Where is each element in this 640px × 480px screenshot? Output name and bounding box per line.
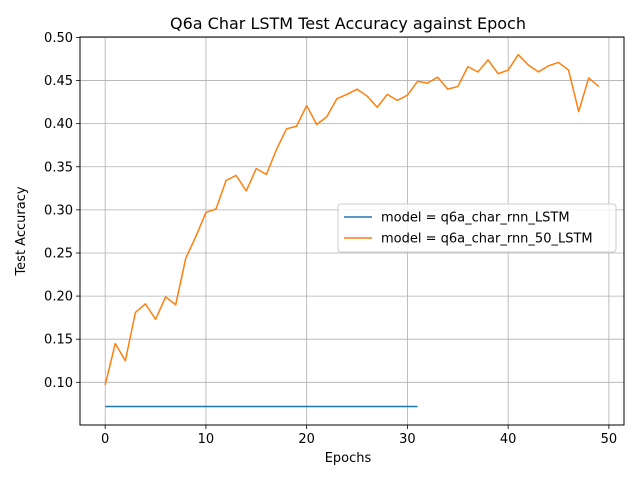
series-line-2 <box>104 53 600 386</box>
x-axis-label: Epochs <box>325 451 372 466</box>
legend-box <box>337 203 617 253</box>
y-tick-label: 0.15 <box>44 333 73 348</box>
y-tick-label: 0.30 <box>44 203 73 218</box>
y-tick-label: 0.20 <box>44 290 73 305</box>
y-axis-label: Test Accuracy <box>14 186 29 276</box>
y-tick-label: 0.10 <box>44 376 73 391</box>
y-tick-label: 0.40 <box>44 117 73 132</box>
plot-frame <box>79 36 625 426</box>
legend-entry-2: model = q6a_char_rnn_50_LSTM <box>381 232 593 247</box>
x-tick-label: 10 <box>198 432 215 447</box>
x-tick-label: 50 <box>601 432 618 447</box>
axis-ticks: 0 10 20 30 40 50 0.10 0.15 0.20 0.25 0.30 0.35 0.40 0… <box>44 31 617 447</box>
y-tick-label: 0.25 <box>44 246 73 261</box>
y-tick-label: 0.35 <box>44 160 73 175</box>
x-tick-label: 40 <box>500 432 517 447</box>
x-tick-label: 20 <box>298 432 315 447</box>
y-tick-label: 0.45 <box>44 74 73 89</box>
legend-entry-1: model = q6a_char_rnn_LSTM <box>381 211 570 226</box>
series-lines <box>104 53 600 408</box>
x-tick-label: 30 <box>399 432 416 447</box>
y-tick-label: 0.50 <box>44 31 73 46</box>
chart-title: Q6a Char LSTM Test Accuracy against Epoc… <box>170 14 526 33</box>
x-tick-label: 0 <box>101 432 109 447</box>
